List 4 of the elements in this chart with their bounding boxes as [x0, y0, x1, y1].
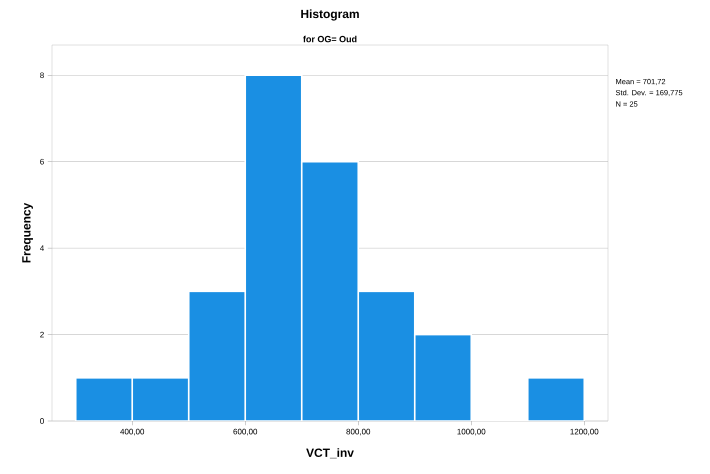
- chart-title: Histogram: [301, 9, 359, 21]
- y-axis-title: Frequency: [22, 202, 33, 262]
- x-axis-title: VCT_inv: [306, 448, 354, 458]
- chart-subtitle: for OG= Oud: [303, 36, 356, 42]
